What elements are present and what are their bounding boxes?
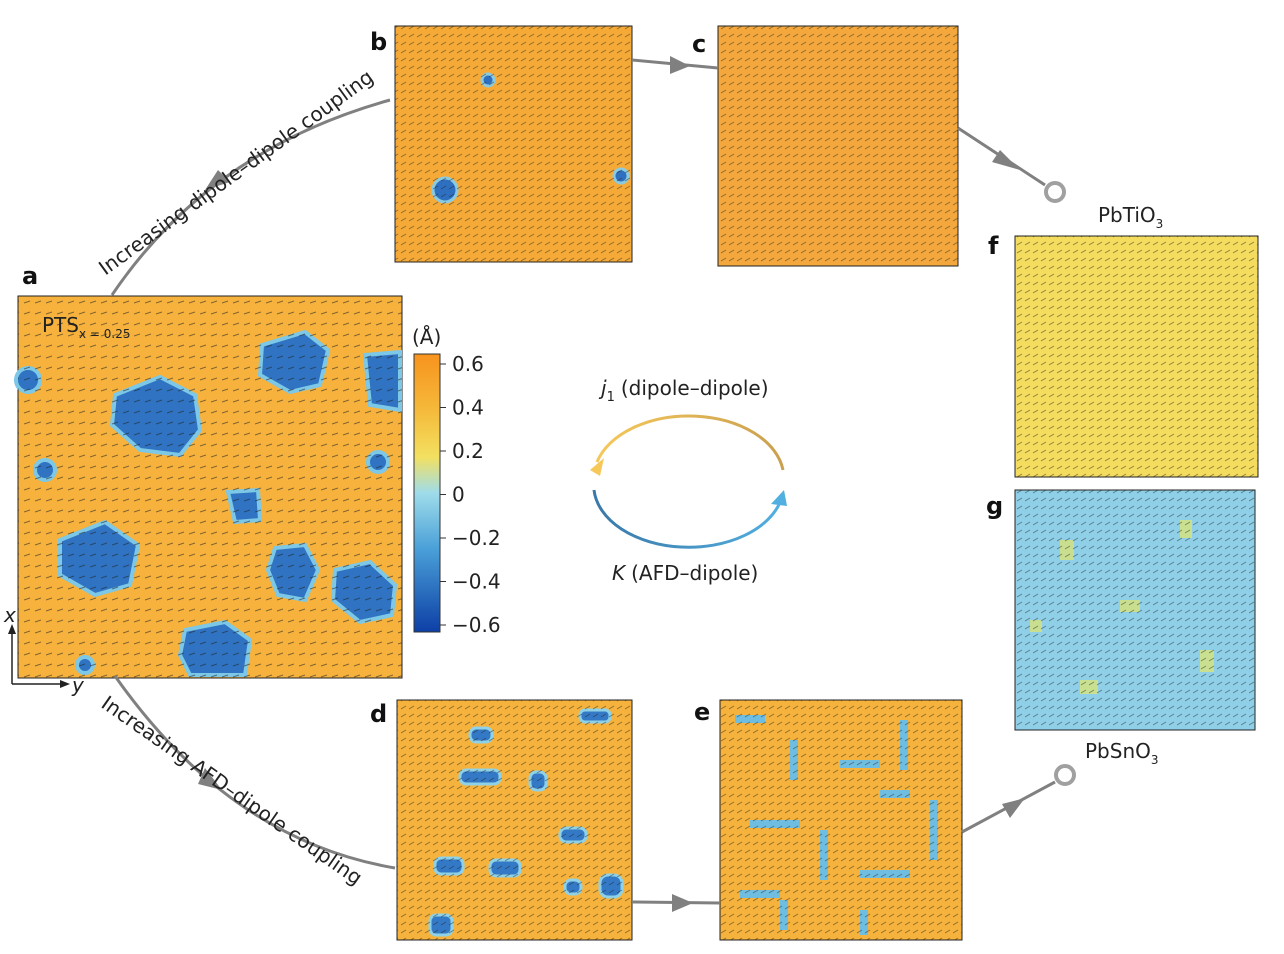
panel-label: c [692, 30, 706, 58]
subscript: 1 [607, 390, 615, 405]
axis-x-label: x [3, 603, 16, 627]
axes-indicator [8, 624, 70, 688]
subscript: 3 [1156, 217, 1164, 231]
panel-label: b [370, 28, 387, 56]
label: PbTiO [1098, 203, 1156, 227]
colorbar-tick-label: 0.2 [452, 439, 484, 463]
material: PbSnO3 [1085, 739, 1159, 767]
panel-label: d [370, 700, 387, 728]
panel-c [717, 25, 959, 267]
symbol: K [612, 561, 627, 585]
panel-a [14, 295, 403, 679]
label: PbSnO [1085, 739, 1151, 763]
panel-label: f [988, 232, 999, 260]
axis-y-label: y [71, 673, 85, 697]
label: (dipole–dipole) [621, 376, 769, 400]
top-arrow-label: Increasing dipole–dipole coupling [94, 65, 378, 280]
colorbar-tick-label: 0 [452, 483, 465, 507]
panel-b [394, 25, 633, 263]
material: PbTiO3 [1098, 203, 1163, 231]
panel-label: g [986, 492, 1003, 520]
symbol: j [598, 376, 607, 400]
subscript: x = 0.25 [79, 327, 131, 341]
panel-labels: a b c d e f g [22, 28, 1003, 728]
panel-e [719, 699, 963, 941]
colorbar-tick-label: −0.4 [452, 570, 501, 594]
bottom-arrow-label: Increasing AFD–dipole coupling [97, 691, 367, 890]
colorbar [413, 353, 441, 633]
colorbar-tick-label: 0.4 [452, 396, 484, 420]
colorbar-ticks: 0.6 0.4 0.2 0 −0.2 −0.4 −0.6 [440, 352, 501, 637]
cycle-lower-label: K (AFD–dipole) [612, 561, 758, 585]
panel-f [1014, 235, 1259, 478]
colorbar-tick-label: −0.6 [452, 613, 501, 637]
subscript: 3 [1151, 753, 1159, 767]
panel-g [1014, 489, 1256, 731]
cycle-upper-label: j1 (dipole–dipole) [598, 376, 769, 405]
panel-label: a [22, 262, 38, 290]
colorbar-tick-label: 0.6 [452, 352, 484, 376]
panel-d [396, 699, 633, 941]
panel-label: e [694, 698, 710, 726]
label: (AFD–dipole) [631, 561, 758, 585]
colorbar-unit: (Å) [412, 325, 441, 349]
colorbar-tick-label: −0.2 [452, 526, 501, 550]
panel-a-label: PTSx = 0.25 [42, 313, 131, 341]
cycle [590, 414, 787, 549]
label: PTS [42, 313, 79, 337]
connectors [110, 56, 1076, 912]
